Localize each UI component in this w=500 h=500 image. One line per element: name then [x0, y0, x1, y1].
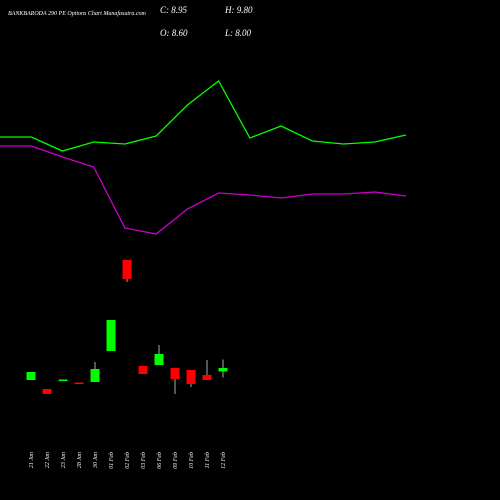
- x-tick-label: 10 Feb: [189, 452, 195, 469]
- x-tick-label: 30 Jan: [93, 452, 99, 469]
- summary-low: L: 8.00: [224, 28, 252, 38]
- x-tick-label: 02 Feb: [125, 452, 131, 469]
- summary-open: O: 8.60: [160, 28, 188, 38]
- candle-body: [58, 379, 68, 381]
- candle-body: [90, 369, 100, 382]
- x-tick-label: 28 Jan: [77, 452, 83, 468]
- candle-body: [154, 354, 164, 365]
- candle-body: [26, 372, 36, 380]
- chart-title: BANKBARODA 290 PE Options Chart Munafasu…: [8, 10, 147, 17]
- candle-body: [106, 320, 116, 351]
- x-tick-label: 12 Feb: [221, 452, 227, 469]
- summary-high: H: 9.80: [224, 5, 253, 15]
- candle-body: [186, 370, 196, 384]
- candle-body: [218, 368, 228, 372]
- candle-body: [170, 368, 180, 379]
- x-tick-label: 03 Feb: [141, 452, 147, 469]
- indicator-line: [0, 145, 407, 235]
- candle-body: [74, 382, 84, 384]
- x-tick-label: 11 Feb: [205, 452, 211, 468]
- indicator-line: [0, 80, 407, 152]
- x-tick-label: 21 Jan: [29, 452, 35, 468]
- x-tick-label: 06 Feb: [157, 452, 163, 469]
- x-tick-label: 09 Feb: [173, 452, 179, 469]
- candle-body: [202, 375, 212, 380]
- x-tick-label: 01 Feb: [109, 452, 115, 469]
- summary-close: C: 8.95: [160, 5, 188, 15]
- candle-body: [42, 389, 52, 394]
- candle-body: [138, 366, 148, 374]
- candle-body: [122, 260, 132, 279]
- x-tick-label: 23 Jan: [61, 452, 67, 468]
- x-tick-label: 22 Jan: [45, 452, 51, 468]
